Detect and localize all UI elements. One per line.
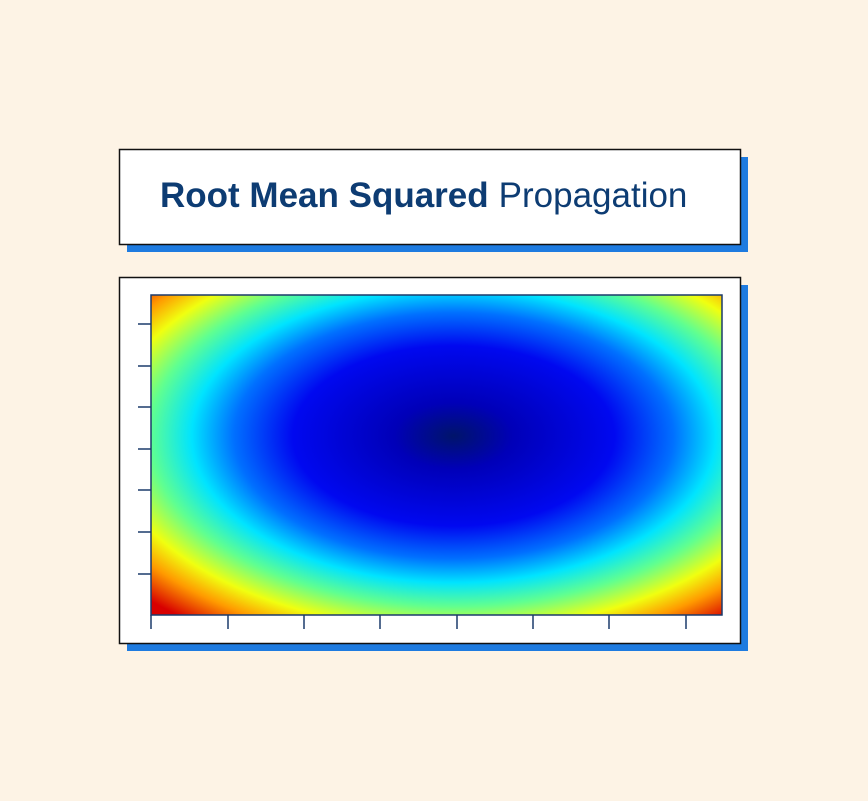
axis-ticks: [138, 323, 687, 629]
heatmap: [150, 294, 723, 616]
title-regular: Propagation: [499, 176, 688, 215]
title: Root Mean Squared Propagation: [160, 176, 687, 215]
title-card: [118, 148, 742, 246]
title-bold: Root Mean Squared: [160, 176, 489, 215]
